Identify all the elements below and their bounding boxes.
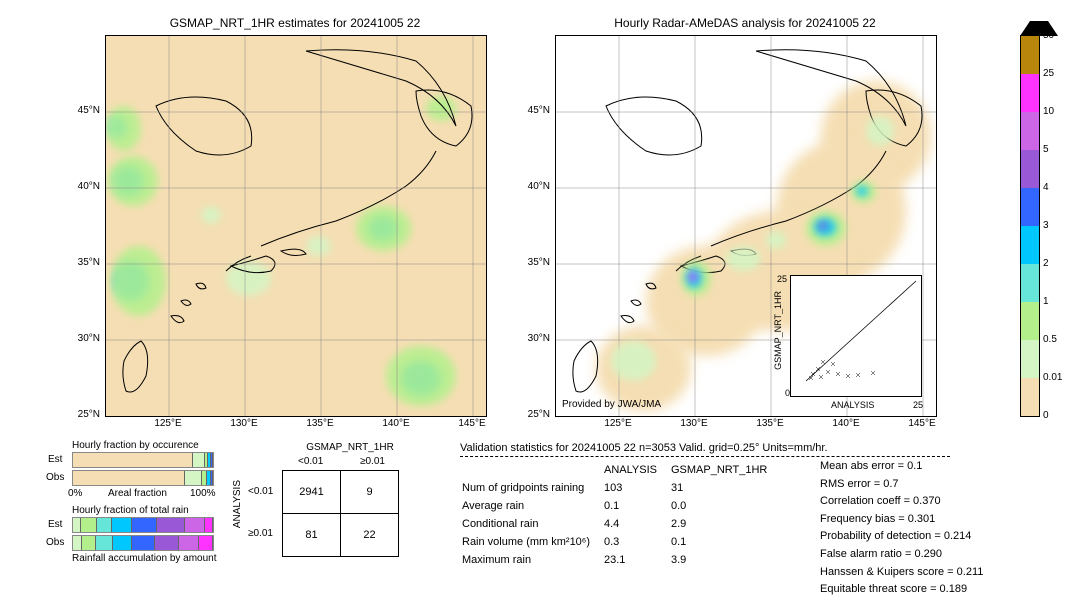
cont-col-1: ≥0.01 [360,456,385,467]
validation-right-stats: Mean abs error = 0.1RMS error = 0.7Corre… [820,458,983,599]
scatter-xlabel: ANALYSIS [831,400,874,410]
validation-title: Validation statistics for 20241005 22 n=… [460,442,828,454]
cont-row-1: ≥0.01 [248,528,273,539]
contingency-row-header: ANALYSIS [232,480,243,528]
left-map-panel [105,35,487,417]
frac-occ-est-label: Est [48,454,62,465]
contingency-table: 29419 8122 [282,470,399,557]
colorbar: 502510543210.50.010 [1020,35,1040,417]
val-colh-0: ANALYSIS [604,462,669,478]
scatter-xtick-1: 25 [913,400,923,410]
frac-tot-est-bar [72,517,214,533]
contingency-col-header: GSMAP_NRT_1HR [290,442,410,453]
cont-cell-10: 81 [283,514,341,557]
scatter-ytick-1: 25 [777,274,787,284]
frac-tot-obs-bar [72,535,214,551]
left-map-coast [106,36,486,416]
val-colh-1: GSMAP_NRT_1HR [671,462,779,478]
frac-occ-est-bar [72,452,214,468]
scatter-xtick-0: 0 [785,388,790,398]
frac-occ-axis-right: 100% [190,488,216,499]
cont-cell-01: 9 [341,471,399,514]
validation-divider [460,456,950,457]
frac-occ-axis-left: 0% [68,488,82,499]
fraction-total-title: Hourly fraction of total rain [72,505,189,516]
fraction-occurrence-title: Hourly fraction by occurence [72,440,199,451]
cont-row-0: <0.01 [248,486,273,497]
cont-col-0: <0.01 [298,456,323,467]
frac-tot-est-label: Est [48,519,62,530]
validation-table: ANALYSISGSMAP_NRT_1HR Num of gridpoints … [460,460,781,570]
frac-tot-footer: Rainfall accumulation by amount [72,553,217,564]
right-map-title: Hourly Radar-AMeDAS analysis for 2024100… [555,16,935,30]
frac-occ-obs-bar [72,470,214,486]
frac-tot-obs-label: Obs [46,537,64,548]
left-map-title: GSMAP_NRT_1HR estimates for 20241005 22 [105,16,485,30]
frac-occ-axis-center: Areal fraction [108,488,167,499]
frac-occ-obs-label: Obs [46,472,64,483]
map-attribution: Provided by JWA/JMA [562,399,661,410]
cont-cell-11: 22 [341,514,399,557]
cont-cell-00: 2941 [283,471,341,514]
scatter-ylabel: GSMAP_NRT_1HR [773,291,783,370]
scatter-inset: 0 25 25 ANALYSIS GSMAP_NRT_1HR [790,275,922,397]
